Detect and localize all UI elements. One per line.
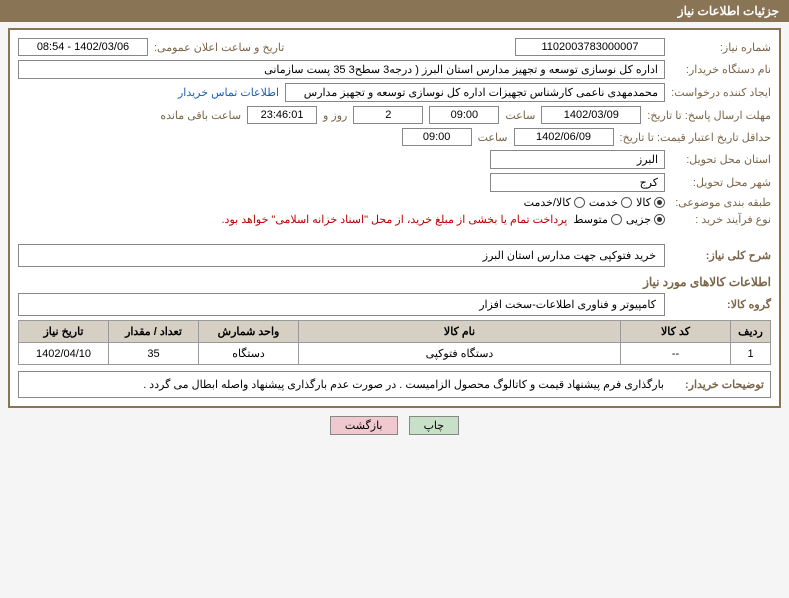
validity-label: حداقل تاریخ اعتبار قیمت: تا تاریخ:	[620, 131, 771, 144]
general-desc-label: شرح کلی نیاز:	[671, 249, 771, 262]
deadline-time-field: 09:00	[429, 106, 499, 124]
radio-goods[interactable]: کالا	[636, 196, 665, 209]
back-button[interactable]: بازگشت	[330, 416, 398, 435]
cell-name: دستگاه فتوکپی	[299, 343, 621, 365]
radio-both[interactable]: کالا/خدمت	[524, 196, 585, 209]
province-field: البرز	[490, 150, 665, 169]
goods-group-field: کامپیوتر و فناوری اطلاعات-سخت افزار	[18, 293, 665, 316]
radio-partial-label: جزیی	[626, 213, 651, 226]
announce-label: تاریخ و ساعت اعلان عمومی:	[154, 41, 284, 54]
row-requester: ایجاد کننده درخواست: محمدمهدی ناعمی کارش…	[18, 83, 771, 102]
row-process: نوع فرآیند خرید : جزیی متوسط پرداخت تمام…	[18, 213, 771, 226]
deadline-date-field: 1402/03/09	[541, 106, 641, 124]
row-general-desc: شرح کلی نیاز: خرید فتوکپی جهت مدارس استا…	[18, 244, 771, 267]
province-label: استان محل تحویل:	[671, 153, 771, 166]
countdown-field: 23:46:01	[247, 106, 317, 124]
radio-both-label: کالا/خدمت	[524, 196, 571, 209]
general-desc-field: خرید فتوکپی جهت مدارس استان البرز	[18, 244, 665, 267]
row-request-number: شماره نیاز: 1102003783000007 تاریخ و ساع…	[18, 38, 771, 56]
deadline-time-label: ساعت	[505, 109, 535, 122]
cell-unit: دستگاه	[199, 343, 299, 365]
cell-date: 1402/04/10	[19, 343, 109, 365]
th-qty: تعداد / مقدار	[109, 321, 199, 343]
th-date: تاریخ نیاز	[19, 321, 109, 343]
buyer-field: اداره کل نوسازی توسعه و تجهیز مدارس استا…	[18, 60, 665, 79]
row-category: طبقه بندی موضوعی: کالا خدمت کالا/خدمت	[18, 196, 771, 209]
row-buyer: نام دستگاه خریدار: اداره کل نوسازی توسعه…	[18, 60, 771, 79]
radio-service[interactable]: خدمت	[589, 196, 632, 209]
city-label: شهر محل تحویل:	[671, 176, 771, 189]
validity-date-field: 1402/06/09	[514, 128, 614, 146]
days-field: 2	[353, 106, 423, 124]
row-city: شهر محل تحویل: کرج	[18, 173, 771, 192]
cell-row: 1	[731, 343, 771, 365]
radio-medium[interactable]: متوسط	[573, 213, 622, 226]
radio-goods-label: کالا	[636, 196, 651, 209]
button-row: چاپ بازگشت	[0, 416, 789, 435]
main-form: شماره نیاز: 1102003783000007 تاریخ و ساع…	[8, 28, 781, 408]
goods-info-title: اطلاعات کالاهای مورد نیاز	[18, 275, 771, 289]
row-province: استان محل تحویل: البرز	[18, 150, 771, 169]
category-label: طبقه بندی موضوعی:	[671, 196, 771, 209]
city-field: کرج	[490, 173, 665, 192]
buyer-desc-label: توضیحات خریدار:	[674, 378, 764, 391]
row-goods-group: گروه کالا: کامپیوتر و فناوری اطلاعات-سخت…	[18, 293, 771, 316]
buyer-desc-box: توضیحات خریدار: بارگذاری فرم پیشنهاد قیم…	[18, 371, 771, 398]
th-code: کد کالا	[621, 321, 731, 343]
cell-qty: 35	[109, 343, 199, 365]
radio-medium-label: متوسط	[573, 213, 608, 226]
goods-table: ردیف کد کالا نام کالا واحد شمارش تعداد /…	[18, 320, 771, 365]
row-validity: حداقل تاریخ اعتبار قیمت: تا تاریخ: 1402/…	[18, 128, 771, 146]
goods-group-label: گروه کالا:	[671, 298, 771, 311]
remain-label: ساعت باقی مانده	[160, 109, 241, 122]
validity-time-field: 09:00	[402, 128, 472, 146]
th-name: نام کالا	[299, 321, 621, 343]
radio-service-label: خدمت	[589, 196, 618, 209]
row-deadline: مهلت ارسال پاسخ: تا تاریخ: 1402/03/09 سا…	[18, 106, 771, 124]
contact-buyer-link[interactable]: اطلاعات تماس خریدار	[178, 86, 279, 99]
validity-time-label: ساعت	[478, 131, 508, 144]
requester-field: محمدمهدی ناعمی کارشناس تجهیزات اداره کل …	[285, 83, 665, 102]
days-and-label: روز و	[323, 109, 347, 122]
radio-partial[interactable]: جزیی	[626, 213, 665, 226]
deadline-label: مهلت ارسال پاسخ: تا تاریخ:	[647, 109, 771, 122]
buyer-label: نام دستگاه خریدار:	[671, 63, 771, 76]
announce-field: 1402/03/06 - 08:54	[18, 38, 148, 56]
process-label: نوع فرآیند خرید :	[671, 213, 771, 226]
table-row: 1 -- دستگاه فتوکپی دستگاه 35 1402/04/10	[19, 343, 771, 365]
buyer-desc-text: بارگذاری فرم پیشنهاد قیمت و کاتالوگ محصو…	[25, 378, 664, 391]
page-title: جزئیات اطلاعات نیاز	[678, 4, 779, 18]
page-title-bar: جزئیات اطلاعات نیاز	[0, 0, 789, 22]
th-unit: واحد شمارش	[199, 321, 299, 343]
requester-label: ایجاد کننده درخواست:	[671, 86, 771, 99]
request-number-label: شماره نیاز:	[671, 41, 771, 54]
payment-note: پرداخت تمام یا بخشی از مبلغ خرید، از محل…	[222, 213, 568, 226]
request-number-field: 1102003783000007	[515, 38, 665, 56]
cell-code: --	[621, 343, 731, 365]
print-button[interactable]: چاپ	[409, 416, 460, 435]
th-row: ردیف	[731, 321, 771, 343]
